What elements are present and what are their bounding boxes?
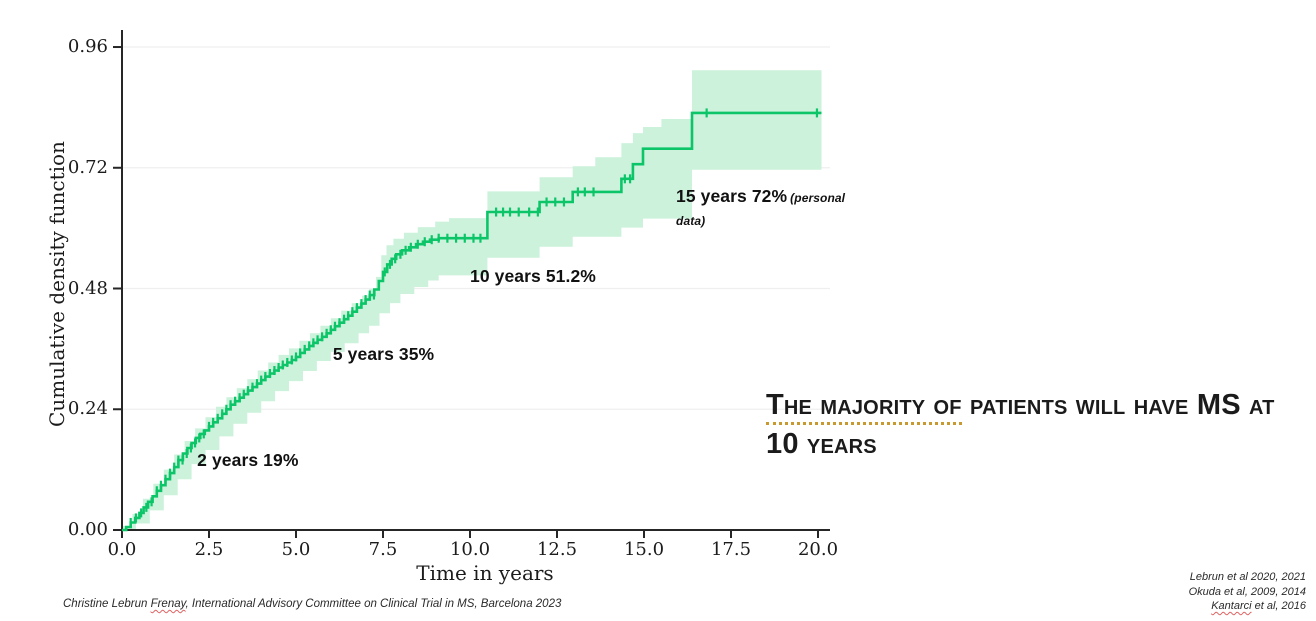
x-tick-label: 2.5 (194, 539, 224, 560)
slide-title: The majority of patients will have MS at… (766, 386, 1314, 464)
confidence-band (122, 70, 822, 530)
x-tick-label: 12.5 (536, 539, 578, 560)
y-tick-label: 0.96 (67, 36, 108, 58)
x-tick-label: 5.0 (281, 539, 311, 560)
y-tick-label: 0.00 (67, 519, 108, 540)
annotation-note: (personal data) (676, 190, 846, 228)
y-tick-label: 0.72 (67, 156, 108, 178)
y-tick-label: 0.24 (67, 398, 108, 420)
annotation-2-years: 2 years 19% (197, 450, 298, 471)
text-part: et al, 2016 (1251, 600, 1306, 612)
x-tick-label: 17.5 (710, 539, 752, 560)
text-part: patients will have MS at 10 years (766, 389, 1275, 460)
reference-line: Okuda et al, 2009, 2014 (1086, 585, 1306, 600)
x-axis-title: Time in years (416, 561, 554, 585)
reference-line: Kantarci et al, 2016 (1086, 599, 1306, 614)
gridlines (122, 46, 830, 410)
text-part: Christine Lebrun (63, 598, 151, 610)
reference-line: Lebrun et al 2020, 2021 (1086, 570, 1306, 585)
annotation-5-years: 5 years 35% (333, 344, 434, 365)
censor-tick-marks (129, 108, 819, 527)
annotation-15-years: 15 years 72% (personal data) (676, 186, 862, 232)
x-tick-label: 0.0 (107, 539, 137, 560)
x-tick-label: 7.5 (368, 539, 398, 560)
axes-spines-ticks (113, 30, 830, 538)
text-part: Lebrun et al 2020, 2021 (1189, 571, 1306, 583)
annotation-text: 10 years 51.2% (470, 265, 596, 286)
x-tick-label: 20.0 (797, 539, 839, 560)
annotation-text: 5 years 35% (332, 343, 435, 364)
spellcheck-marked-word: Kantarci (1211, 600, 1252, 612)
text-part: , International Advisory Committee on Cl… (185, 598, 562, 610)
annotation-text: 15 years 72% (676, 185, 788, 206)
spellcheck-marked-word: Frenay (150, 598, 186, 610)
annotation-10-years: 10 years 51.2% (470, 266, 596, 287)
footer-citation: Christine Lebrun Frenay, International A… (63, 598, 561, 610)
x-tick-label: 15.0 (623, 539, 665, 560)
text-part: Okuda et al, 2009, 2014 (1188, 585, 1306, 598)
annotation-text: 2 years 19% (197, 450, 299, 470)
y-tick-label: 0.48 (67, 277, 108, 299)
x-tick-label: 10.0 (449, 539, 491, 560)
text-part: The majority of (766, 389, 962, 425)
references-block: Lebrun et al 2020, 2021 Okuda et al, 200… (1086, 570, 1306, 614)
